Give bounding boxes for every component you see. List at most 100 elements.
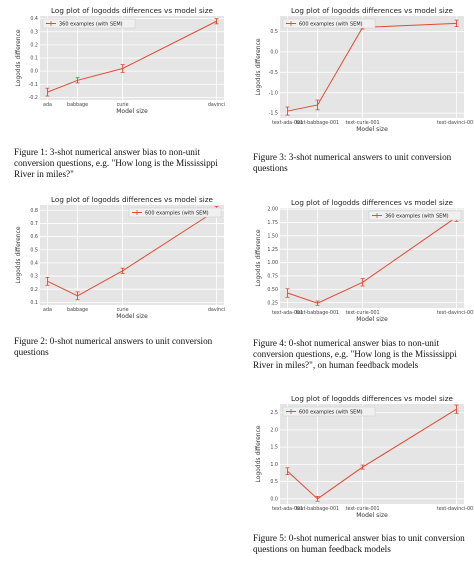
x-tick-label: text-davinci-001 <box>437 506 474 512</box>
plot-area <box>280 404 464 504</box>
x-axis-label: Model size <box>356 512 388 519</box>
x-tick-label: text-davinci-001 <box>437 120 474 126</box>
series-line <box>287 22 457 112</box>
y-axis-label: Logodds difference <box>255 425 262 482</box>
x-tick-label: text-babbage-001 <box>296 310 339 316</box>
y-tick-label: 0.0 <box>30 69 38 75</box>
plot-area <box>280 208 464 308</box>
x-tick-label: text-babbage-001 <box>296 506 339 512</box>
y-tick-label: 0.2 <box>30 42 38 48</box>
y-tick-label: -0.1 <box>29 82 38 88</box>
legend-box <box>282 18 376 29</box>
y-tick-label: 0.5 <box>30 247 38 253</box>
y-tick-label: 0.3 <box>30 274 38 280</box>
y-tick-label: 1.50 <box>267 233 278 239</box>
y-tick-label: -0.2 <box>29 95 38 101</box>
x-tick-label: text-curie-001 <box>346 310 380 316</box>
figure-3-caption: Figure 3: 3-shot numerical answers to un… <box>253 152 452 174</box>
x-tick-label: text-ada-001 <box>272 506 303 512</box>
figure-4-chart: Log plot of logodds differences vs model… <box>255 198 474 323</box>
figure-5-caption: Figure 5: 0-shot numerical answer bias t… <box>253 533 465 555</box>
y-axis-label: Logodds difference <box>255 229 262 286</box>
figure-2-chart: Log plot of logodds differences vs model… <box>15 195 225 320</box>
y-axis-label: Logodds difference <box>15 29 22 86</box>
x-tick-label: davinci <box>208 307 225 313</box>
chart-title: Log plot of logodds differences vs model… <box>291 198 453 207</box>
x-tick-label: babbage <box>67 102 88 108</box>
x-tick-label: ada <box>43 307 52 313</box>
y-tick-label: 0.0 <box>270 50 278 56</box>
x-tick-label: babbage <box>67 307 88 313</box>
y-tick-label: -1.0 <box>269 90 278 96</box>
y-tick-label: 0.0 <box>270 496 278 502</box>
chart-title: Log plot of logodds differences vs model… <box>291 394 453 403</box>
y-tick-label: 1.25 <box>267 247 278 253</box>
y-axis-label: Logodds difference <box>15 226 22 283</box>
y-tick-label: 2.0 <box>270 427 278 433</box>
legend-label: 600 examples (with SEM) <box>145 210 209 216</box>
y-tick-label: 1.00 <box>267 260 278 266</box>
x-axis-label: Model size <box>356 126 388 133</box>
y-tick-label: 1.0 <box>270 462 278 468</box>
figure-1: Log plot of logodds differences vs model… <box>6 4 228 120</box>
y-tick-label: 0.5 <box>270 479 278 485</box>
legend-label: 360 examples (with SEM) <box>385 213 449 219</box>
x-tick-label: text-ada-001 <box>272 120 303 126</box>
figure-1-chart: Log plot of logodds differences vs model… <box>15 6 225 115</box>
y-tick-label: 0.50 <box>267 287 278 293</box>
figure-1-caption: Figure 1: 3-shot numerical answer bias t… <box>14 147 218 180</box>
series-line <box>47 209 217 297</box>
x-axis-label: Model size <box>356 316 388 323</box>
x-tick-label: curie <box>117 102 129 108</box>
figure-5-chart: Log plot of logodds differences vs model… <box>255 394 474 519</box>
x-tick-label: davinci <box>208 102 225 108</box>
figure-3-chart: Log plot of logodds differences vs model… <box>255 6 474 133</box>
y-tick-label: 0.5 <box>270 29 278 35</box>
y-tick-label: 2.5 <box>270 410 278 416</box>
x-tick-label: ada <box>43 102 52 108</box>
y-tick-label: 1.75 <box>267 220 278 226</box>
y-tick-label: -0.5 <box>269 70 278 76</box>
figure-2-caption: Figure 2: 0-shot numerical answers to un… <box>14 336 213 358</box>
legend-box <box>368 210 462 221</box>
y-axis-label: Logodds difference <box>255 38 262 95</box>
y-tick-label: 2.00 <box>267 207 278 213</box>
x-tick-label: curie <box>117 307 129 313</box>
y-tick-label: 0.1 <box>30 300 38 306</box>
x-tick-label: text-babbage-001 <box>296 120 339 126</box>
chart-title: Log plot of logodds differences vs model… <box>291 6 453 15</box>
chart-title: Log plot of logodds differences vs model… <box>51 195 213 204</box>
series-line <box>287 408 457 500</box>
legend-label: 600 examples (with SEM) <box>299 409 363 415</box>
x-tick-label: text-ada-001 <box>272 310 303 316</box>
y-tick-label: 1.5 <box>270 445 278 451</box>
figure-5: Log plot of logodds differences vs model… <box>246 392 474 524</box>
y-tick-label: 0.75 <box>267 274 278 280</box>
legend-label: 360 examples (with SEM) <box>59 21 123 27</box>
legend-box <box>128 207 222 218</box>
figure-2: Log plot of logodds differences vs model… <box>6 193 228 325</box>
legend-box <box>282 406 376 417</box>
series-line <box>287 216 457 304</box>
y-tick-label: 0.1 <box>30 56 38 62</box>
x-axis-label: Model size <box>116 108 148 115</box>
legend-box <box>42 18 136 29</box>
chart-title: Log plot of logodds differences vs model… <box>51 6 213 15</box>
x-tick-label: text-curie-001 <box>346 506 380 512</box>
y-tick-label: 0.25 <box>267 300 278 306</box>
series-line <box>47 20 217 93</box>
x-tick-label: text-davinci-001 <box>437 310 474 316</box>
y-tick-label: 0.3 <box>30 29 38 35</box>
y-tick-label: 0.4 <box>30 16 38 22</box>
y-tick-label: 0.8 <box>30 208 38 214</box>
figure-3: Log plot of logodds differences vs model… <box>246 4 474 138</box>
y-tick-label: 0.4 <box>30 260 38 266</box>
y-tick-label: 0.7 <box>30 221 38 227</box>
x-tick-label: text-curie-001 <box>346 120 380 126</box>
figure-4: Log plot of logodds differences vs model… <box>246 196 474 328</box>
y-tick-label: 0.2 <box>30 287 38 293</box>
y-tick-label: 0.6 <box>30 234 38 240</box>
x-axis-label: Model size <box>116 313 148 320</box>
plot-area <box>40 205 224 305</box>
figure-4-caption: Figure 4: 0-shot numerical answer bias t… <box>253 338 457 371</box>
